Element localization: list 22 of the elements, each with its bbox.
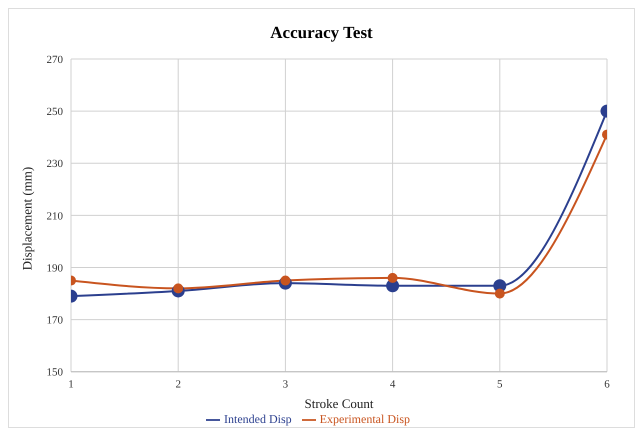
point — [280, 276, 290, 286]
x-tick-label: 5 — [497, 378, 504, 391]
y-tick-label: 170 — [46, 314, 64, 327]
x-tick-label: 1 — [68, 378, 74, 391]
legend-label: Intended Disp — [224, 412, 292, 426]
y-tick-label: 270 — [46, 54, 64, 66]
y-tick-label: 210 — [46, 210, 64, 222]
x-tick-label: 6 — [604, 378, 610, 391]
chart-title: Accuracy Test — [269, 22, 374, 44]
point — [494, 288, 505, 299]
y-axis-title: Displacement (mm) — [20, 166, 35, 270]
point — [173, 283, 184, 294]
x-axis-title: Stroke Count — [304, 396, 374, 411]
y-tick-label: 150 — [46, 366, 64, 379]
y-tick-label: 190 — [46, 262, 64, 274]
x-tick-label: 2 — [175, 378, 181, 391]
y-tick-label: 250 — [46, 106, 64, 118]
x-tick-label: 4 — [390, 378, 396, 391]
legend-label: Experimental Disp — [320, 412, 410, 426]
y-tick-label: 230 — [46, 158, 64, 170]
x-tick-label: 3 — [282, 378, 289, 391]
point — [388, 272, 398, 283]
